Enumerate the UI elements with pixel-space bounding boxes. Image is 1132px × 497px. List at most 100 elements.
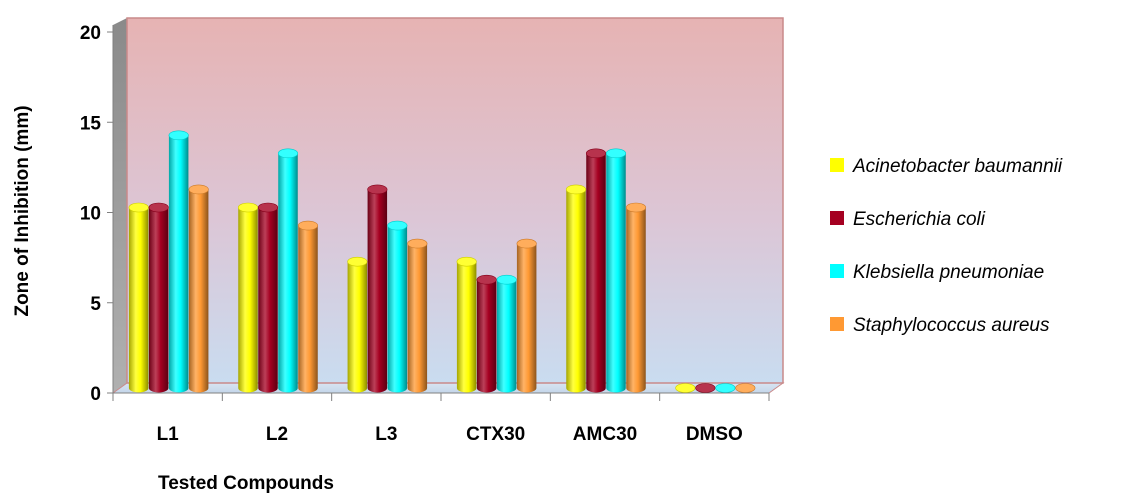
bars (128, 130, 756, 393)
y-ticks: 0 5 10 15 20 (80, 23, 113, 405)
x-ticks: L1 L2 L3 CTX30 AMC30 DMSO (112, 393, 770, 445)
x-tick-label: L1 (157, 424, 180, 445)
bar (695, 383, 716, 393)
bar-top (516, 238, 537, 249)
bar (168, 130, 189, 393)
y-axis-title: Zone of Inhibition (mm) (12, 105, 33, 316)
bar-top (128, 202, 149, 213)
legend-label: Acinetobacter baumannii (852, 156, 1063, 177)
legend-label: Klebsiella pneumoniae (853, 262, 1044, 283)
bar-body (456, 261, 477, 393)
legend-item: Staphylococcus aureus (830, 315, 1050, 336)
legend-swatch (830, 158, 844, 172)
y-tick-label: 0 (90, 384, 101, 405)
bar-body (347, 261, 368, 393)
bar-top (407, 238, 428, 249)
bar (735, 383, 756, 393)
bar (625, 202, 647, 393)
bar-top (148, 202, 169, 213)
legend-swatch (830, 211, 844, 225)
bar (188, 184, 209, 393)
bar (456, 256, 477, 393)
legend-swatch (830, 317, 844, 331)
bar (277, 148, 299, 393)
side-wall (113, 18, 127, 393)
bar-top (496, 274, 517, 285)
legend-item: Klebsiella pneumoniae (830, 262, 1044, 283)
bar-top (347, 256, 368, 267)
x-tick-label: CTX30 (466, 424, 525, 445)
plot-background (111, 17, 785, 394)
x-tick-label: DMSO (686, 424, 743, 445)
bar-top (387, 220, 408, 231)
bar (407, 238, 428, 393)
legend-swatch (830, 264, 844, 278)
legend-label: Escherichia coli (853, 209, 986, 230)
y-tick-label: 20 (80, 23, 101, 44)
bar (516, 238, 537, 393)
legend-item: Escherichia coli (830, 209, 986, 230)
bar-body (387, 225, 408, 393)
bar (257, 202, 279, 393)
bar (237, 202, 259, 393)
y-tick-label: 10 (80, 204, 101, 225)
legend: Acinetobacter baumannii Escherichia coli K… (830, 156, 1063, 336)
bar-top (367, 184, 388, 195)
bar (148, 202, 169, 393)
bar-top (277, 148, 299, 159)
bar-body (298, 225, 318, 393)
bar-body (367, 189, 388, 393)
bar-body (168, 135, 189, 393)
x-tick-label: AMC30 (573, 424, 637, 445)
bar (496, 274, 517, 393)
bar (715, 383, 736, 393)
legend-label: Staphylococcus aureus (853, 315, 1050, 336)
bar (387, 220, 408, 393)
bar-top (565, 184, 587, 195)
bar-body (238, 207, 258, 393)
bar-body (258, 207, 278, 393)
bar (128, 202, 149, 393)
bar (675, 383, 696, 393)
bar (565, 184, 587, 393)
bar-top (605, 148, 627, 159)
bar-top (715, 383, 736, 393)
bar-top (735, 383, 756, 393)
back-wall (126, 17, 784, 384)
bar (347, 256, 368, 393)
bar-body (188, 189, 209, 393)
bar-top (237, 202, 259, 213)
bar-body (476, 279, 497, 393)
bar (605, 148, 627, 393)
bar-body (516, 243, 537, 393)
y-tick-label: 5 (90, 294, 101, 315)
bar-top (188, 184, 209, 195)
bar-top (625, 202, 647, 213)
bar-body (278, 153, 298, 393)
bar-top (257, 202, 279, 213)
bar-body (606, 153, 626, 393)
bar-body (496, 279, 517, 393)
bar (585, 148, 607, 393)
bar-top (297, 220, 319, 231)
bar (367, 184, 388, 393)
bar-body (586, 153, 606, 393)
x-tick-label: L2 (266, 424, 288, 445)
bar-top (168, 130, 189, 141)
bar-top (456, 256, 477, 267)
bar-top (585, 148, 607, 159)
bar-body (128, 207, 149, 393)
bar (476, 274, 497, 393)
bar-body (566, 189, 586, 393)
legend-item: Acinetobacter baumannii (830, 156, 1063, 177)
bar-top (695, 383, 716, 393)
bar-body (626, 207, 646, 393)
x-tick-label: L3 (375, 424, 397, 445)
bar-body (148, 207, 169, 393)
x-axis-title: Tested Compounds (158, 473, 334, 494)
y-tick-label: 15 (80, 113, 102, 134)
bar (297, 220, 319, 393)
bar-top (675, 383, 696, 393)
bar-top (476, 274, 497, 285)
